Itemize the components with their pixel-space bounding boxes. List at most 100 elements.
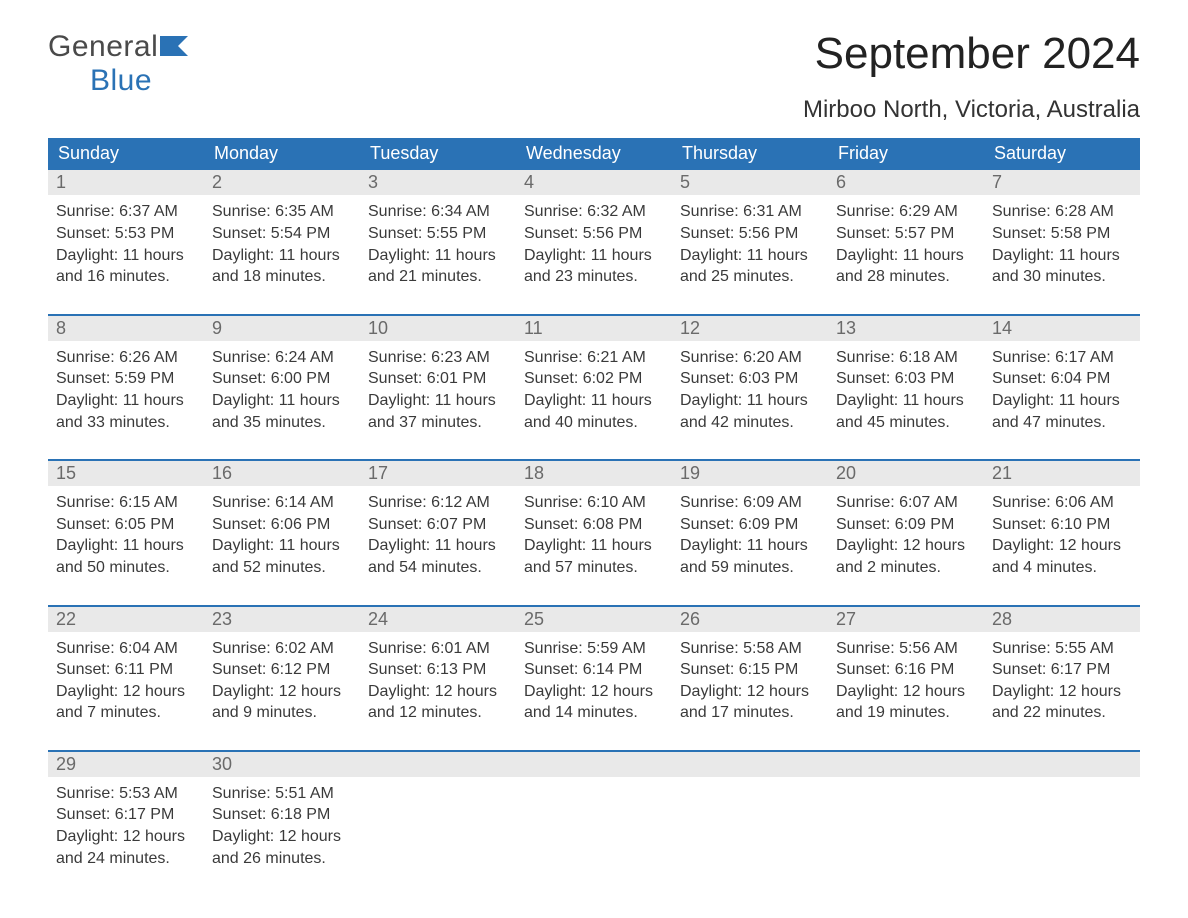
sunrise-line: Sunrise: 6:34 AM	[368, 201, 508, 223]
daylight-line: Daylight: 12 hours and 24 minutes.	[56, 826, 196, 869]
day-cell: Sunrise: 6:10 AMSunset: 6:08 PMDaylight:…	[516, 486, 672, 578]
sunset-line: Sunset: 6:11 PM	[56, 659, 196, 681]
logo-text: General Blue	[48, 30, 188, 98]
day-number-row: 15161718192021	[48, 461, 1140, 486]
sunset-line: Sunset: 6:17 PM	[56, 804, 196, 826]
sunrise-line: Sunrise: 6:32 AM	[524, 201, 664, 223]
day-cell: Sunrise: 6:17 AMSunset: 6:04 PMDaylight:…	[984, 341, 1140, 433]
day-cell: Sunrise: 6:14 AMSunset: 6:06 PMDaylight:…	[204, 486, 360, 578]
sunrise-line: Sunrise: 6:07 AM	[836, 492, 976, 514]
day-cell: Sunrise: 6:35 AMSunset: 5:54 PMDaylight:…	[204, 195, 360, 287]
day-cell	[672, 777, 828, 869]
day-content-row: Sunrise: 5:53 AMSunset: 6:17 PMDaylight:…	[48, 777, 1140, 869]
week: 891011121314Sunrise: 6:26 AMSunset: 5:59…	[48, 314, 1140, 433]
day-number-row: 1234567	[48, 170, 1140, 195]
day-number: 5	[672, 170, 828, 195]
sunrise-line: Sunrise: 6:10 AM	[524, 492, 664, 514]
daylight-line: Daylight: 11 hours and 59 minutes.	[680, 535, 820, 578]
daylight-line: Daylight: 11 hours and 40 minutes.	[524, 390, 664, 433]
sunrise-line: Sunrise: 5:51 AM	[212, 783, 352, 805]
daylight-line: Daylight: 11 hours and 42 minutes.	[680, 390, 820, 433]
sunset-line: Sunset: 6:08 PM	[524, 514, 664, 536]
day-cell: Sunrise: 5:53 AMSunset: 6:17 PMDaylight:…	[48, 777, 204, 869]
day-number: 15	[48, 461, 204, 486]
sunset-line: Sunset: 5:56 PM	[524, 223, 664, 245]
day-number: 30	[204, 752, 360, 777]
day-cell: Sunrise: 6:15 AMSunset: 6:05 PMDaylight:…	[48, 486, 204, 578]
day-number-row: 22232425262728	[48, 607, 1140, 632]
day-cell: Sunrise: 6:28 AMSunset: 5:58 PMDaylight:…	[984, 195, 1140, 287]
day-number: 28	[984, 607, 1140, 632]
weekday-header: Monday	[204, 138, 360, 170]
logo-word-general: General	[48, 30, 158, 63]
week: 1234567Sunrise: 6:37 AMSunset: 5:53 PMDa…	[48, 170, 1140, 287]
day-cell: Sunrise: 6:09 AMSunset: 6:09 PMDaylight:…	[672, 486, 828, 578]
day-number: 17	[360, 461, 516, 486]
day-number: 16	[204, 461, 360, 486]
sunrise-line: Sunrise: 6:12 AM	[368, 492, 508, 514]
day-number	[984, 752, 1140, 777]
weekday-header: Sunday	[48, 138, 204, 170]
daylight-line: Daylight: 12 hours and 26 minutes.	[212, 826, 352, 869]
daylight-line: Daylight: 12 hours and 22 minutes.	[992, 681, 1132, 724]
sunrise-line: Sunrise: 6:17 AM	[992, 347, 1132, 369]
day-content-row: Sunrise: 6:15 AMSunset: 6:05 PMDaylight:…	[48, 486, 1140, 578]
day-number: 4	[516, 170, 672, 195]
weekday-header: Friday	[828, 138, 984, 170]
sunrise-line: Sunrise: 6:06 AM	[992, 492, 1132, 514]
daylight-line: Daylight: 11 hours and 16 minutes.	[56, 245, 196, 288]
day-cell	[516, 777, 672, 869]
sunrise-line: Sunrise: 6:21 AM	[524, 347, 664, 369]
day-cell: Sunrise: 6:01 AMSunset: 6:13 PMDaylight:…	[360, 632, 516, 724]
sunrise-line: Sunrise: 6:09 AM	[680, 492, 820, 514]
daylight-line: Daylight: 11 hours and 33 minutes.	[56, 390, 196, 433]
sunrise-line: Sunrise: 6:28 AM	[992, 201, 1132, 223]
sunrise-line: Sunrise: 6:26 AM	[56, 347, 196, 369]
day-cell: Sunrise: 6:21 AMSunset: 6:02 PMDaylight:…	[516, 341, 672, 433]
daylight-line: Daylight: 11 hours and 21 minutes.	[368, 245, 508, 288]
sunrise-line: Sunrise: 6:02 AM	[212, 638, 352, 660]
daylight-line: Daylight: 12 hours and 14 minutes.	[524, 681, 664, 724]
daylight-line: Daylight: 11 hours and 37 minutes.	[368, 390, 508, 433]
sunset-line: Sunset: 5:59 PM	[56, 368, 196, 390]
daylight-line: Daylight: 12 hours and 9 minutes.	[212, 681, 352, 724]
daylight-line: Daylight: 12 hours and 4 minutes.	[992, 535, 1132, 578]
day-number: 10	[360, 316, 516, 341]
sunset-line: Sunset: 6:05 PM	[56, 514, 196, 536]
daylight-line: Daylight: 11 hours and 25 minutes.	[680, 245, 820, 288]
sunrise-line: Sunrise: 6:31 AM	[680, 201, 820, 223]
daylight-line: Daylight: 11 hours and 52 minutes.	[212, 535, 352, 578]
sunrise-line: Sunrise: 6:29 AM	[836, 201, 976, 223]
daylight-line: Daylight: 11 hours and 50 minutes.	[56, 535, 196, 578]
day-number: 25	[516, 607, 672, 632]
day-number: 6	[828, 170, 984, 195]
day-number	[672, 752, 828, 777]
daylight-line: Daylight: 12 hours and 19 minutes.	[836, 681, 976, 724]
sunset-line: Sunset: 6:09 PM	[836, 514, 976, 536]
day-cell: Sunrise: 5:59 AMSunset: 6:14 PMDaylight:…	[516, 632, 672, 724]
logo: General Blue	[48, 30, 188, 98]
title-block: September 2024 Mirboo North, Victoria, A…	[803, 30, 1140, 124]
sunset-line: Sunset: 6:03 PM	[836, 368, 976, 390]
daylight-line: Daylight: 12 hours and 12 minutes.	[368, 681, 508, 724]
day-number: 27	[828, 607, 984, 632]
day-number-row: 2930	[48, 752, 1140, 777]
sunrise-line: Sunrise: 6:23 AM	[368, 347, 508, 369]
daylight-line: Daylight: 11 hours and 30 minutes.	[992, 245, 1132, 288]
day-number: 23	[204, 607, 360, 632]
day-content-row: Sunrise: 6:26 AMSunset: 5:59 PMDaylight:…	[48, 341, 1140, 433]
day-number: 2	[204, 170, 360, 195]
month-title: September 2024	[803, 30, 1140, 78]
location: Mirboo North, Victoria, Australia	[803, 96, 1140, 124]
day-cell: Sunrise: 6:20 AMSunset: 6:03 PMDaylight:…	[672, 341, 828, 433]
weekday-header: Saturday	[984, 138, 1140, 170]
sunrise-line: Sunrise: 6:04 AM	[56, 638, 196, 660]
sunset-line: Sunset: 6:01 PM	[368, 368, 508, 390]
sunset-line: Sunset: 5:55 PM	[368, 223, 508, 245]
day-number	[828, 752, 984, 777]
day-cell: Sunrise: 6:02 AMSunset: 6:12 PMDaylight:…	[204, 632, 360, 724]
sunset-line: Sunset: 6:12 PM	[212, 659, 352, 681]
sunrise-line: Sunrise: 5:58 AM	[680, 638, 820, 660]
sunrise-line: Sunrise: 6:14 AM	[212, 492, 352, 514]
sunset-line: Sunset: 6:06 PM	[212, 514, 352, 536]
